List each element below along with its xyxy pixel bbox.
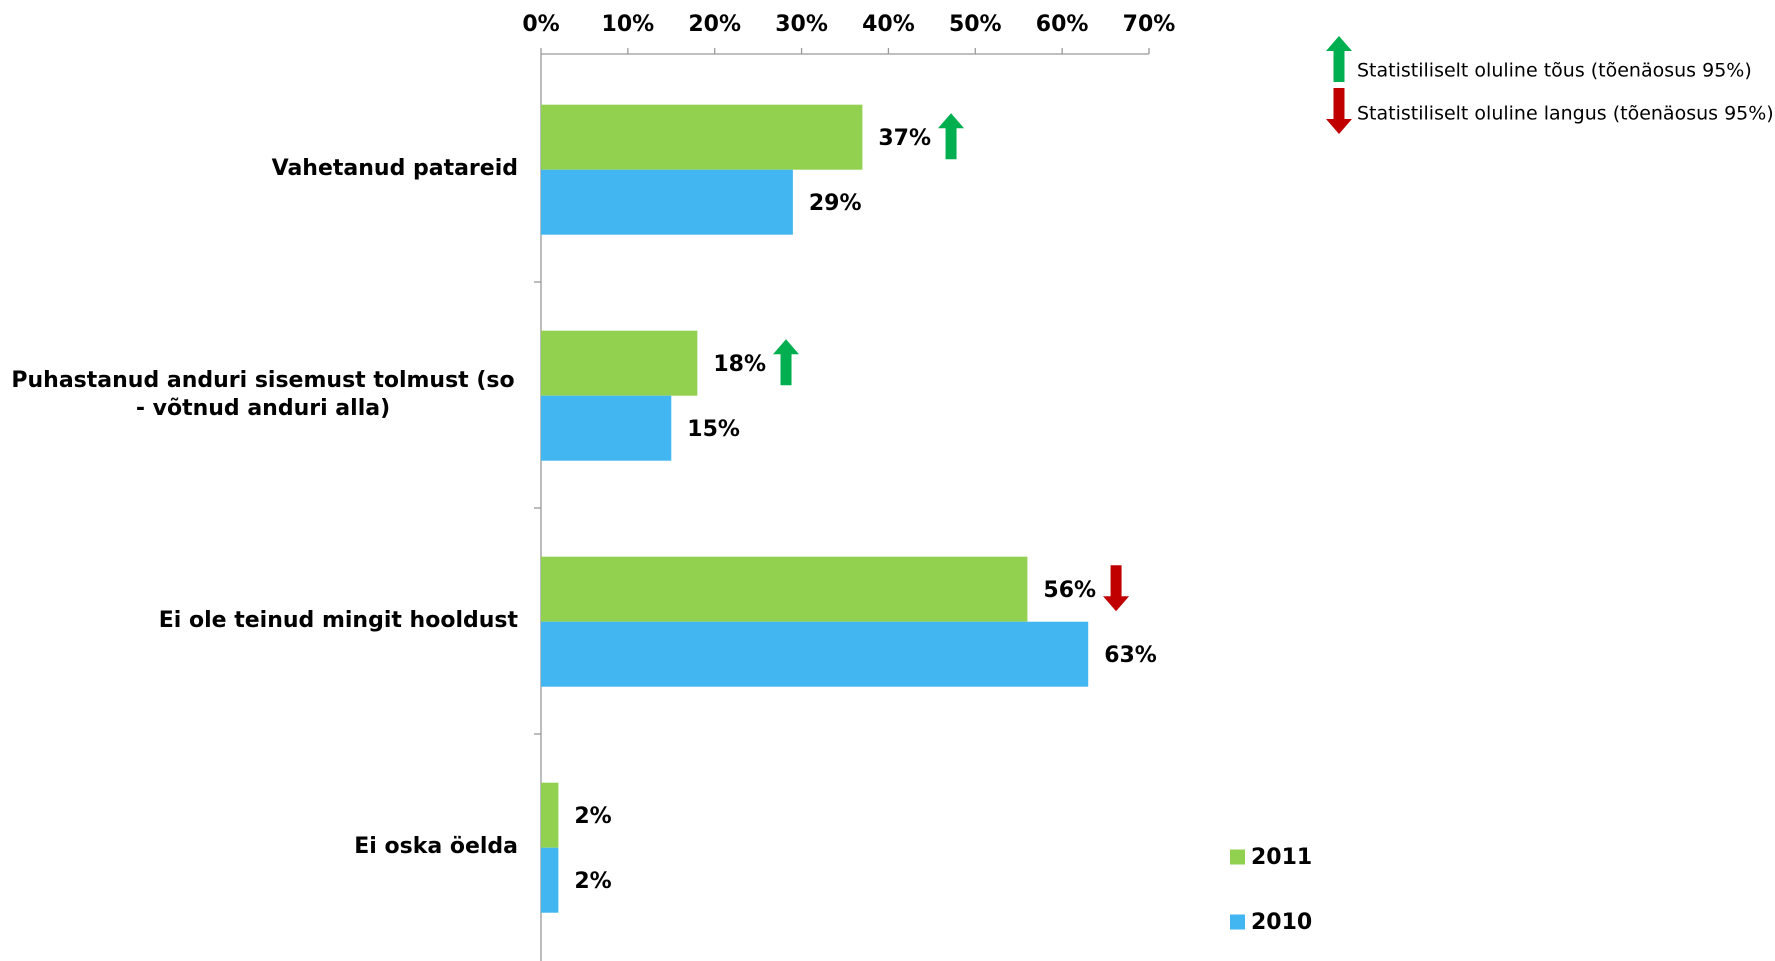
bar bbox=[541, 395, 672, 461]
value-label: 2% bbox=[574, 869, 611, 894]
value-label: 63% bbox=[1104, 643, 1157, 668]
bar bbox=[541, 621, 1089, 687]
significance-legend-arrow bbox=[1326, 36, 1352, 82]
legend-label: 2010 bbox=[1251, 910, 1312, 935]
category-label: Vahetanud patareid bbox=[271, 156, 518, 181]
legend-swatch bbox=[1230, 849, 1245, 865]
bar bbox=[541, 169, 793, 235]
legend-label: 2011 bbox=[1251, 845, 1312, 870]
x-tick-label: 20% bbox=[688, 12, 741, 37]
value-label: 56% bbox=[1043, 578, 1096, 603]
bar bbox=[541, 847, 559, 913]
significance-legend-label: Statistiliselt oluline tõus (tõenäosus 9… bbox=[1357, 60, 1752, 82]
bar bbox=[541, 782, 559, 848]
bar bbox=[541, 104, 863, 170]
value-label: 2% bbox=[574, 804, 611, 829]
bar bbox=[541, 330, 698, 396]
significance-legend-arrow bbox=[1326, 88, 1352, 134]
x-tick-label: 10% bbox=[602, 12, 655, 37]
category-label: Ei ole teinud mingit hooldust bbox=[158, 608, 518, 633]
x-tick-label: 40% bbox=[862, 12, 915, 37]
category-label: Puhastanud anduri sisemust tolmust (so -… bbox=[11, 368, 515, 421]
value-label: 29% bbox=[809, 191, 862, 216]
significance-arrow bbox=[1103, 565, 1130, 612]
significance-legend-label: Statistiliselt oluline langus (tõenäosus… bbox=[1357, 103, 1774, 125]
x-tick-label: 60% bbox=[1036, 12, 1089, 37]
legend-swatch bbox=[1230, 914, 1245, 930]
value-label: 37% bbox=[878, 126, 931, 151]
significance-arrow bbox=[773, 339, 800, 386]
value-label: 15% bbox=[687, 417, 740, 442]
x-tick-label: 70% bbox=[1123, 12, 1176, 37]
value-label: 18% bbox=[713, 352, 766, 377]
significance-arrow bbox=[938, 113, 965, 160]
x-tick-label: 50% bbox=[949, 12, 1002, 37]
category-label: Ei oska öelda bbox=[354, 834, 518, 859]
x-tick-label: 30% bbox=[775, 12, 828, 37]
x-tick-label: 0% bbox=[522, 12, 559, 37]
bar bbox=[541, 556, 1028, 622]
